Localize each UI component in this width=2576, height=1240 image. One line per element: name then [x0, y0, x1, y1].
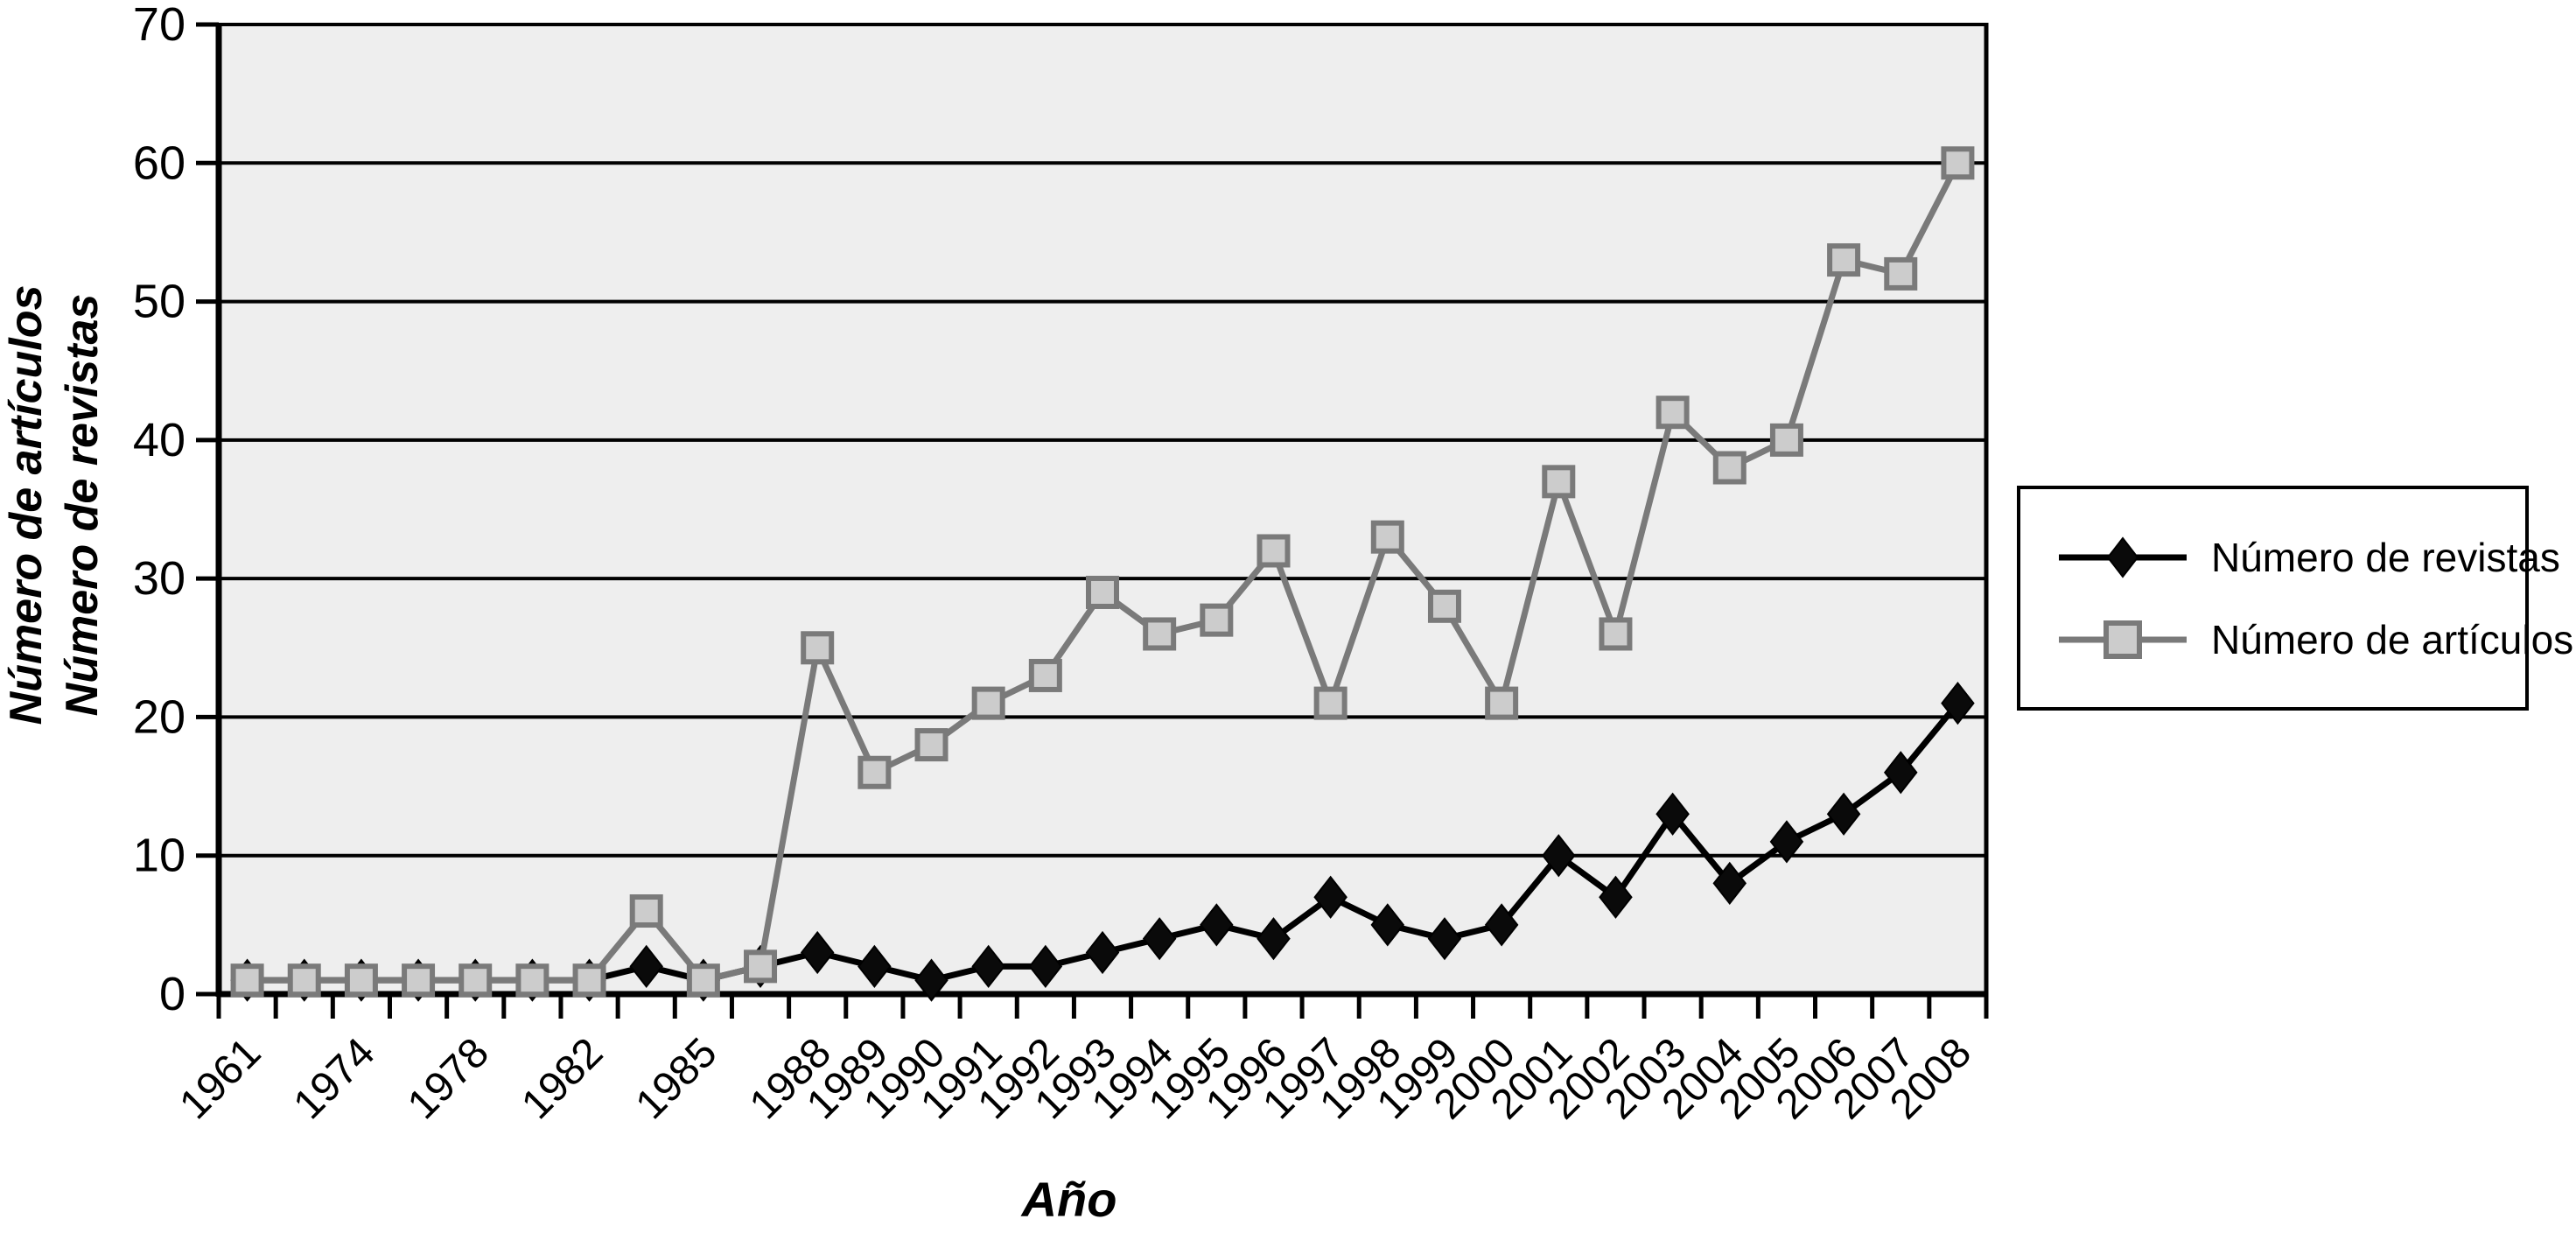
marker-articulos-1995 — [1200, 603, 1234, 637]
y-axis-title-line-1: Número de artículos — [1, 284, 52, 725]
marker-articulos-1988 — [801, 631, 835, 665]
y-tick-label-60: 60 — [133, 137, 186, 189]
marker-articulos-1998 — [1370, 520, 1404, 554]
marker-articulos-1992 — [1028, 658, 1062, 692]
marker-articulos-1989 — [858, 755, 892, 789]
marker-articulos-1993 — [1086, 575, 1119, 609]
marker-articulos-1990 — [914, 728, 948, 762]
marker-revistas-1996 — [1256, 917, 1291, 961]
marker-articulos-2005 — [1769, 423, 1803, 457]
y-tick-label-0: 0 — [159, 968, 186, 1020]
plot-area — [219, 25, 1986, 994]
marker-articulos-pt8 — [629, 894, 663, 928]
marker-articulos-2000 — [1485, 686, 1519, 720]
marker-articulos-1991 — [971, 686, 1005, 720]
marker-articulos-1985 — [686, 963, 720, 998]
marker-articulos-2007 — [1884, 256, 1918, 291]
marker-articulos-1996 — [1256, 534, 1291, 568]
marker-revistas-1988 — [800, 930, 835, 975]
y-tick-label-50: 50 — [133, 276, 186, 328]
marker-revistas-2000 — [1484, 903, 1519, 947]
marker-articulos-1994 — [1143, 617, 1177, 651]
marker-articulos-1974 — [344, 963, 378, 998]
x-tick-label-1974: 1974 — [285, 1029, 384, 1128]
marker-revistas-1989 — [858, 944, 892, 988]
legend-label-articulos: Número de artículos — [2211, 616, 2574, 662]
marker-articulos-pt2 — [287, 963, 321, 998]
marker-revistas-1994 — [1142, 917, 1177, 961]
marker-revistas-1992 — [1028, 944, 1063, 988]
marker-revistas-1990 — [914, 958, 948, 1002]
marker-articulos-1997 — [1313, 686, 1348, 720]
marker-revistas-2008 — [1941, 681, 1975, 725]
marker-revistas-2001 — [1542, 834, 1576, 878]
marker-articulos-1978 — [458, 963, 493, 998]
marker-articulos-1961 — [230, 963, 264, 998]
y-axis-title-line-2: Número de revistas — [57, 293, 108, 717]
marker-revistas-1993 — [1085, 930, 1120, 975]
legend-label-revistas: Número de revistas — [2211, 534, 2560, 580]
marker-articulos-1999 — [1427, 589, 1461, 623]
articulos-square-line-icon — [2059, 620, 2187, 659]
marker-revistas-2005 — [1769, 820, 1804, 864]
marker-articulos-2008 — [1941, 146, 1975, 180]
y-tick-label-70: 70 — [133, 0, 186, 51]
legend-item-revistas: Número de revistas — [2057, 533, 2560, 582]
revistas-diamond-line-icon — [2059, 536, 2187, 578]
marker-articulos-2001 — [1542, 465, 1576, 499]
y-tick-label-30: 30 — [133, 552, 186, 605]
marker-articulos-2006 — [1827, 243, 1861, 277]
marker-articulos-pt6 — [515, 963, 550, 998]
marker-articulos-2004 — [1712, 451, 1746, 485]
y-axis-title: Número de artículos Número de revistas — [0, 285, 110, 725]
y-tick-label-20: 20 — [133, 690, 186, 743]
marker-revistas-2007 — [1883, 751, 1918, 795]
x-axis-title: Año — [1021, 1172, 1117, 1227]
marker-revistas-1997 — [1313, 875, 1348, 919]
marker-revistas-2003 — [1656, 792, 1690, 836]
marker-revistas-2004 — [1712, 861, 1747, 905]
marker-articulos-pt4 — [402, 963, 436, 998]
x-tick-label-1978: 1978 — [399, 1029, 498, 1128]
marker-revistas-1995 — [1200, 903, 1234, 947]
x-tick-label-1985: 1985 — [627, 1029, 726, 1128]
marker-articulos-2003 — [1656, 396, 1690, 430]
marker-articulos-1982 — [572, 963, 606, 998]
marker-revistas-2006 — [1826, 792, 1861, 836]
marker-revistas-1999 — [1427, 917, 1462, 961]
y-tick-label-10: 10 — [133, 830, 186, 882]
legend-item-articulos: Número de artículos — [2057, 615, 2573, 664]
marker-revistas-2002 — [1599, 875, 1633, 919]
x-tick-label-1961: 1961 — [171, 1029, 270, 1128]
marker-articulos-pt10 — [744, 949, 778, 984]
legend: Número de revistas Número de artículos — [2017, 486, 2573, 711]
marker-revistas-1991 — [971, 944, 1005, 988]
marker-revistas-1998 — [1370, 903, 1405, 947]
x-tick-label-1982: 1982 — [513, 1029, 612, 1128]
marker-articulos-2002 — [1599, 617, 1633, 651]
y-tick-label-40: 40 — [133, 414, 186, 466]
marker-revistas-pt8 — [629, 944, 663, 988]
